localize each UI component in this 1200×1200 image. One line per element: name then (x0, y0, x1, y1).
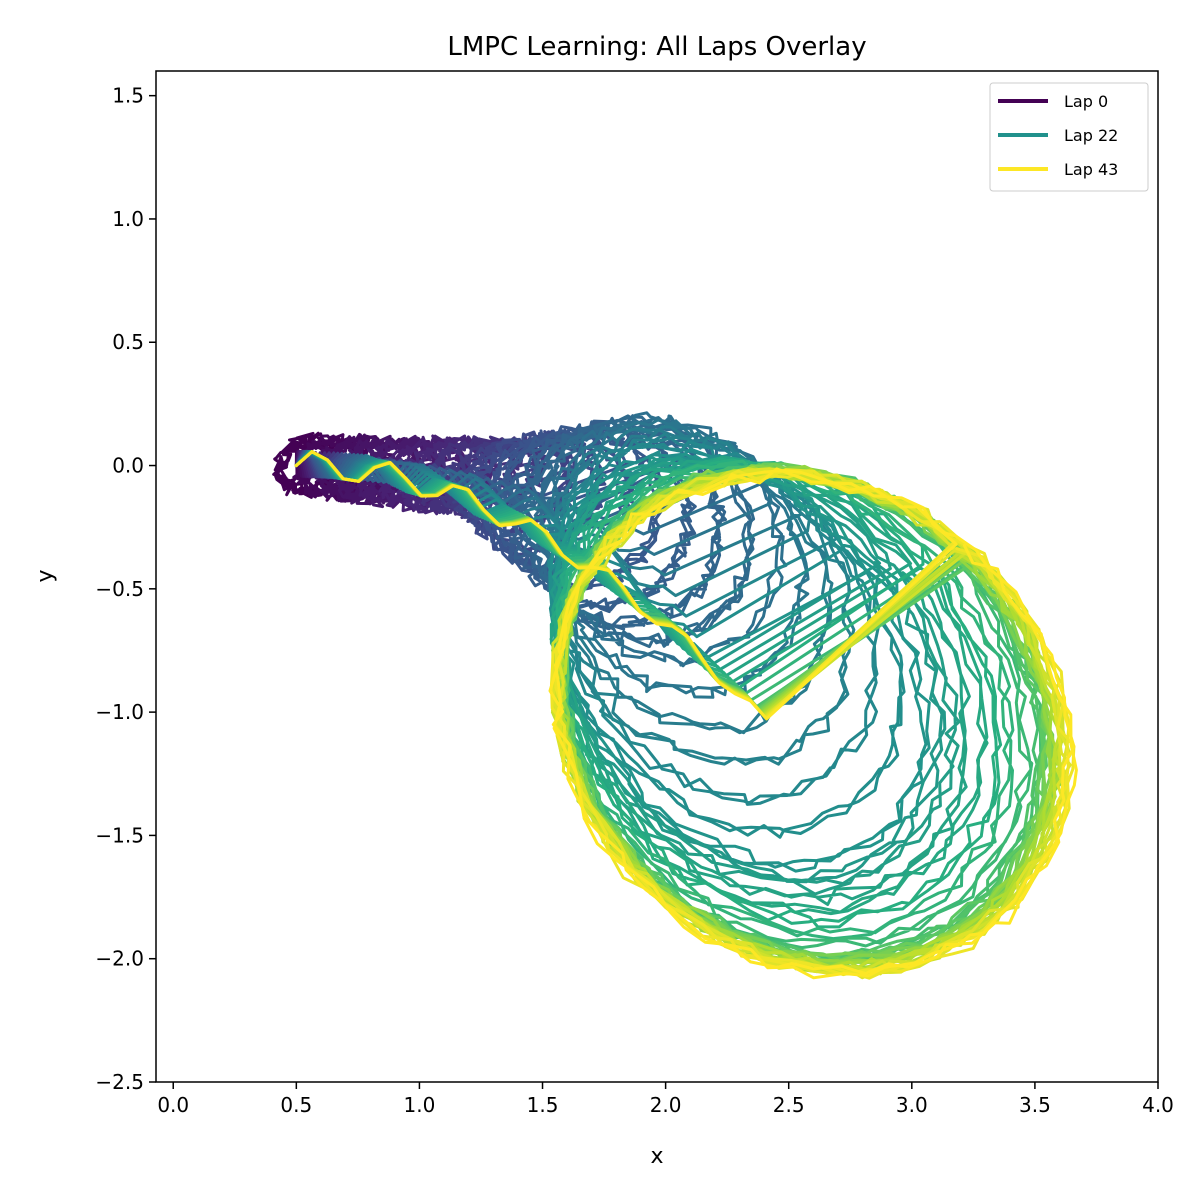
lap-line (294, 432, 856, 766)
x-tick-label: 2.5 (773, 1093, 805, 1117)
plot-frame (155, 70, 1159, 1083)
x-tick-label: 2.0 (650, 1093, 682, 1117)
legend-box (989, 82, 1149, 192)
lap-line (294, 418, 810, 699)
y-axis-label: y (33, 569, 58, 582)
legend-label: Lap 0 (1064, 92, 1108, 111)
lap-line (294, 450, 1015, 941)
legend-label: Lap 22 (1064, 126, 1118, 145)
lap-line (294, 425, 834, 735)
x-tick-label: 4.0 (1142, 1093, 1174, 1117)
x-tick-label: 1.5 (527, 1093, 559, 1117)
y-tick-label: 0.0 (112, 454, 144, 478)
x-axis-ticks: 0.0 0.5 1.0 1.5 2.0 2.5 3.0 3.5 4.0 (157, 1082, 1174, 1117)
lap-line (294, 450, 971, 906)
lap-line (294, 450, 1078, 980)
y-tick-label: −2.5 (95, 1070, 144, 1094)
lap-trajectories (272, 411, 1078, 980)
y-tick-label: 1.0 (112, 207, 144, 231)
x-tick-label: 0.5 (280, 1093, 312, 1117)
y-tick-label: −2.0 (95, 947, 144, 971)
x-axis-label: x (650, 1144, 663, 1169)
y-tick-label: 1.5 (112, 84, 144, 108)
lap-line (294, 440, 880, 806)
y-axis-ticks: 1.5 1.0 0.5 0.0 −0.5 −1.0 −1.5 −2.0 −2.5 (95, 84, 156, 1094)
lap-line (294, 450, 1003, 929)
y-tick-label: −1.5 (95, 823, 144, 847)
x-tick-label: 3.0 (896, 1093, 928, 1117)
x-tick-label: 1.0 (404, 1093, 436, 1117)
y-tick-label: −0.5 (95, 577, 144, 601)
legend: Lap 0 Lap 22 Lap 43 (989, 82, 1149, 192)
y-tick-label: 0.5 (112, 330, 144, 354)
legend-label: Lap 43 (1064, 160, 1118, 179)
chart-title: LMPC Learning: All Laps Overlay (447, 32, 866, 62)
x-tick-label: 0.0 (157, 1093, 189, 1117)
lap-line (294, 447, 906, 839)
y-tick-label: −1.0 (95, 700, 144, 724)
x-tick-label: 3.5 (1019, 1093, 1051, 1117)
